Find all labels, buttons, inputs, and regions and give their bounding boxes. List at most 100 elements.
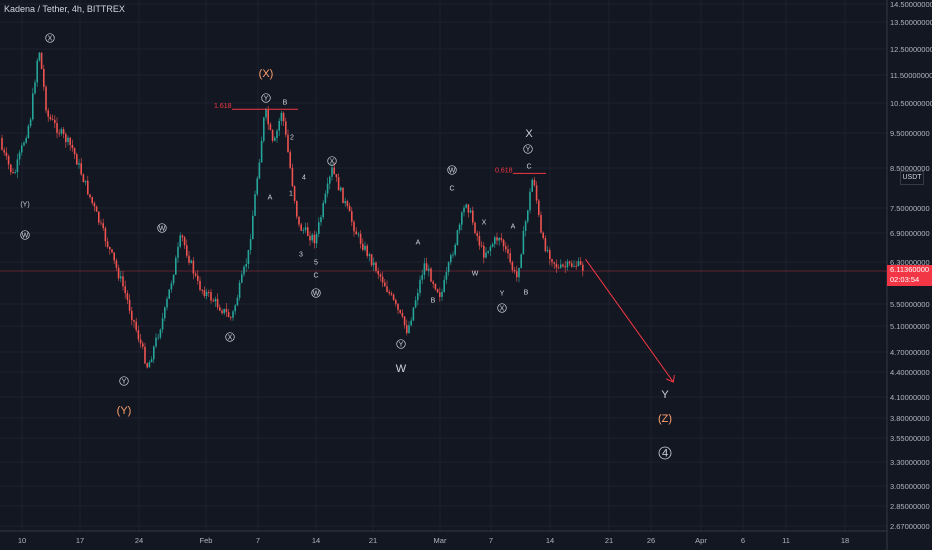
candle-body (278, 120, 280, 131)
wave-label-circle (396, 339, 406, 349)
candle-body (269, 124, 272, 130)
candle-body (353, 221, 355, 232)
candle-body (32, 93, 34, 120)
candle-body (557, 267, 560, 269)
candle-body (214, 298, 217, 302)
candle-body (307, 227, 309, 236)
candle-body (12, 172, 14, 174)
candle-body (16, 159, 19, 173)
wave-label: W (449, 167, 456, 174)
price-tick-label: 3.05000000 (890, 482, 930, 491)
candle-body (238, 282, 241, 298)
candle-body (249, 239, 252, 250)
candle-body (432, 281, 434, 284)
candle-body (219, 307, 221, 311)
candle-body (164, 307, 166, 319)
candle-body (414, 300, 417, 308)
candle-body (192, 260, 195, 274)
candle-body (263, 117, 265, 141)
candle-body (421, 274, 423, 280)
wave-label: A (511, 224, 516, 231)
wave-label-circle (327, 156, 337, 166)
candle-body (181, 235, 184, 238)
time-axis[interactable]: 10 17 24 Feb 7 14 21 Mar 7 14 21 26 Apr 6 11 18 (0, 530, 887, 545)
candle-body (179, 235, 181, 247)
wave-label-circle (447, 165, 457, 175)
candle-body (247, 249, 250, 265)
wave-label: W (159, 225, 166, 232)
candles (1, 51, 584, 369)
price-tick-label: 2.85000000 (890, 502, 930, 511)
time-tick-label: 7 (256, 536, 260, 545)
price-tick-label: 5.50000000 (890, 300, 930, 309)
candle-body (533, 179, 536, 186)
candle-body (126, 293, 129, 300)
candle-body (463, 207, 465, 213)
wave-label: 4 (662, 448, 668, 460)
candle-body (197, 275, 199, 281)
wave-label: (Z) (658, 413, 672, 425)
candle-body (364, 245, 366, 250)
candle-body (29, 119, 32, 126)
time-tick-label: Apr (695, 536, 707, 545)
candle-body (520, 254, 522, 268)
candle-body (287, 134, 289, 153)
time-tick-label: 17 (76, 536, 84, 545)
candle-body (505, 246, 507, 250)
candle-body (210, 292, 212, 301)
candle-body (318, 222, 320, 234)
candle-body (309, 235, 311, 241)
candle-body (430, 268, 432, 282)
candle-body (384, 282, 386, 287)
candle-body (76, 154, 78, 165)
candle-body (128, 299, 131, 311)
candle-body (102, 223, 104, 229)
time-tick-label: 6 (741, 536, 745, 545)
price-tick-label: 13.50000000 (890, 18, 932, 27)
candle-body (562, 264, 564, 267)
price-tick-label: 3.55000000 (890, 434, 930, 443)
candle-body (469, 210, 472, 213)
candle-body (230, 317, 232, 318)
candle-body (516, 271, 518, 278)
price-tick-label: 7.50000000 (890, 204, 930, 213)
wave-label: Y (500, 291, 505, 298)
candle-body (120, 276, 122, 279)
time-tick-label: 18 (841, 536, 849, 545)
candle-body (329, 176, 331, 184)
candle-body (267, 109, 269, 125)
candle-body (410, 320, 412, 326)
candle-body (447, 262, 450, 272)
time-tick-label: 21 (605, 536, 613, 545)
candle-body (183, 237, 186, 246)
wave-label: A (416, 240, 421, 247)
wave-label: B (283, 100, 288, 107)
candle-body (582, 264, 584, 271)
fib-level-label: 0.618 (495, 167, 513, 174)
price-tick-label: 6.30000000 (890, 258, 930, 267)
candle-body (256, 178, 258, 195)
bar-countdown: 02:03:54 (890, 275, 920, 284)
candle-body (93, 203, 96, 207)
time-tick-label: 11 (782, 536, 790, 545)
candle-body (553, 262, 555, 264)
candle-body (298, 216, 300, 225)
candle-body (351, 211, 353, 222)
candle-body (392, 294, 395, 300)
wave-label: (Y) (117, 405, 132, 417)
wave-label: B (524, 290, 529, 297)
candle-body (524, 221, 527, 231)
candle-body (300, 224, 302, 231)
price-axis[interactable]: 14.50000000 13.50000000 12.50000000 11.5000… (886, 0, 932, 550)
candle-body (252, 215, 254, 240)
candle-body (243, 266, 245, 275)
candle-body (104, 228, 107, 242)
projection-arrowhead (666, 374, 675, 383)
candle-body (313, 234, 316, 244)
wave-label: X (525, 128, 533, 140)
candle-body (201, 289, 203, 291)
candle-body (274, 137, 276, 141)
candle-body (456, 230, 459, 245)
wave-label-circle (45, 33, 55, 43)
